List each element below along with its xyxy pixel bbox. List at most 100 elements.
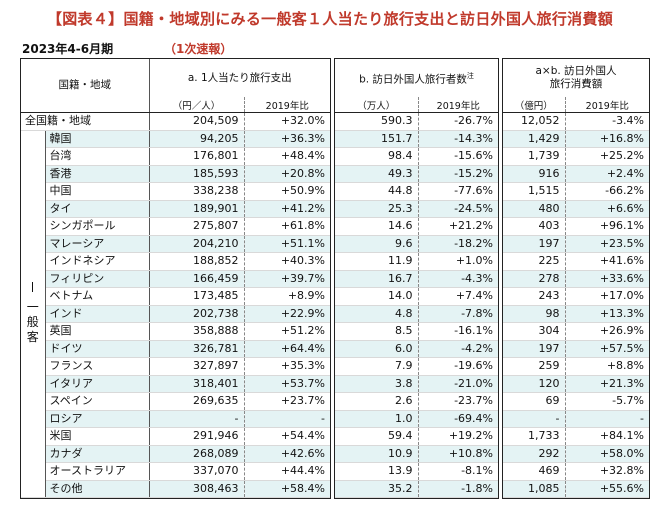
consumption-value: 120 <box>503 375 565 393</box>
visitors-value: 7.9 <box>335 357 418 376</box>
consumption-yoy: +26.9% <box>564 322 649 341</box>
table-row: インド 202,738 +22.9% <box>21 305 330 323</box>
visitors-yoy-header: 2019年比 <box>417 97 498 113</box>
consumption-unit: （億円） <box>503 97 565 113</box>
table-row: 全国籍・地域 204,509 +32.0% <box>21 112 330 131</box>
visitors-value: 9.6 <box>335 235 418 253</box>
table-row: 35.2 -1.8% <box>335 480 498 498</box>
table-row: スペイン 269,635 +23.7% <box>21 392 330 411</box>
consumption-value: 1,085 <box>503 480 565 498</box>
consumption-value: 469 <box>503 462 565 481</box>
region-name: 英国 <box>45 322 149 341</box>
consumption-yoy: +2.4% <box>564 165 649 183</box>
consumption-yoy: +23.5% <box>564 235 649 253</box>
spending-yoy: +51.1% <box>243 235 330 253</box>
spending-value: 326,781 <box>148 340 244 358</box>
table-row: マレーシア 204,210 +51.1% <box>21 235 330 253</box>
spending-value: 185,593 <box>148 165 244 183</box>
consumption-value: 197 <box>503 235 565 253</box>
consumption-yoy: +33.6% <box>564 270 649 288</box>
group-bracket-line <box>31 282 34 293</box>
table-row: 3.8 -21.0% <box>335 375 498 393</box>
table-row: オーストラリア 337,070 +44.4% <box>21 462 330 481</box>
visitors-value: 2.6 <box>335 392 418 411</box>
table-row: 98.4 -15.6% <box>335 147 498 166</box>
table-row: 120 +21.3% <box>503 375 649 393</box>
region-name: イタリア <box>45 375 149 393</box>
spending-yoy: +32.0% <box>243 112 330 131</box>
preliminary-badge: （1次速報） <box>164 42 233 56</box>
table-row: -- <box>503 410 649 428</box>
consumption-yoy: - <box>564 410 649 428</box>
period-label: 2023年4-6月期 <box>22 42 114 56</box>
consumption-yoy: +8.8% <box>564 357 649 376</box>
consumption-value: 1,515 <box>503 182 565 201</box>
spending-yoy-header: 2019年比 <box>243 97 330 113</box>
table-row: 10.9 +10.8% <box>335 445 498 463</box>
region-name: 全国籍・地域 <box>21 112 149 131</box>
group-label-text: 一般客 <box>26 300 39 345</box>
spending-yoy: +58.4% <box>243 480 330 498</box>
consumption-yoy: +55.6% <box>564 480 649 498</box>
table-row: イタリア 318,401 +53.7% <box>21 375 330 393</box>
visitors-value: 49.3 <box>335 165 418 183</box>
consumption-header-line1: a×b. 訪日外国人 <box>535 65 617 77</box>
visitors-yoy: +21.2% <box>417 217 498 236</box>
spending-value: - <box>148 410 244 428</box>
table-row: 13.9 -8.1% <box>335 462 498 481</box>
table-row: 480 +6.6% <box>503 200 649 218</box>
consumption-yoy: -3.4% <box>564 112 649 131</box>
spending-value: 94,205 <box>148 130 244 148</box>
table-row: 243 +17.0% <box>503 287 649 306</box>
table-row: 44.8 -77.6% <box>335 182 498 201</box>
table-row: 292 +58.0% <box>503 445 649 463</box>
visitors-value: 14.0 <box>335 287 418 306</box>
spending-yoy: +61.8% <box>243 217 330 236</box>
table-row: 1,739 +25.2% <box>503 147 649 166</box>
consumption-value: 98 <box>503 305 565 323</box>
visitors-yoy: -7.8% <box>417 305 498 323</box>
table-row: その他 308,463 +58.4% <box>21 480 330 498</box>
visitors-yoy: -21.0% <box>417 375 498 393</box>
table-row: 304 +26.9% <box>503 322 649 341</box>
visitors-value: 98.4 <box>335 147 418 166</box>
spending-yoy: +35.3% <box>243 357 330 376</box>
spending-value: 338,238 <box>148 182 244 201</box>
spending-yoy: +54.4% <box>243 427 330 446</box>
consumption-header-line2: 旅行消費額 <box>549 78 603 90</box>
table-row: 59.4 +19.2% <box>335 427 498 446</box>
consumption-value: 1,429 <box>503 130 565 148</box>
spending-value: 166,459 <box>148 270 244 288</box>
visitors-header: b. 訪日外国人旅行者数注 <box>335 59 498 97</box>
region-name: ロシア <box>45 410 149 428</box>
spending-yoy: +40.3% <box>243 252 330 271</box>
spending-yoy: +23.7% <box>243 392 330 411</box>
visitors-yoy: -4.3% <box>417 270 498 288</box>
region-name: 韓国 <box>45 130 149 148</box>
spending-value: 173,485 <box>148 287 244 306</box>
consumption-value: 1,739 <box>503 147 565 166</box>
consumption-yoy: -5.7% <box>564 392 649 411</box>
visitors-yoy: -16.1% <box>417 322 498 341</box>
visitors-value: 10.9 <box>335 445 418 463</box>
consumption-yoy: +21.3% <box>564 375 649 393</box>
table-row: 台湾 176,801 +48.4% <box>21 147 330 166</box>
region-name: タイ <box>45 200 149 218</box>
spending-yoy: +51.2% <box>243 322 330 341</box>
visitors-panel: b. 訪日外国人旅行者数注 （万人） 2019年比 590.3 -26.7% 151… <box>334 58 499 499</box>
general-group-label: 一般客 <box>21 130 46 498</box>
table-row: 590.3 -26.7% <box>335 112 498 131</box>
spending-value: 358,888 <box>148 322 244 341</box>
consumption-yoy: +16.8% <box>564 130 649 148</box>
consumption-panel: a×b. 訪日外国人 旅行消費額 （億円） 2019年比 12,052 -3.4% 1… <box>502 58 650 499</box>
consumption-value: - <box>503 410 565 428</box>
region-name: シンガポール <box>45 217 149 236</box>
spending-panel: 国籍・地域 a. 1人当たり旅行支出 （円／人） 2019年比 全国籍・地域 20… <box>20 58 331 499</box>
visitors-value: 35.2 <box>335 480 418 498</box>
consumption-value: 292 <box>503 445 565 463</box>
table-row: 1,515 -66.2% <box>503 182 649 201</box>
consumption-value: 12,052 <box>503 112 565 131</box>
visitors-yoy: -26.7% <box>417 112 498 131</box>
region-name: 台湾 <box>45 147 149 166</box>
visitors-value: 25.3 <box>335 200 418 218</box>
